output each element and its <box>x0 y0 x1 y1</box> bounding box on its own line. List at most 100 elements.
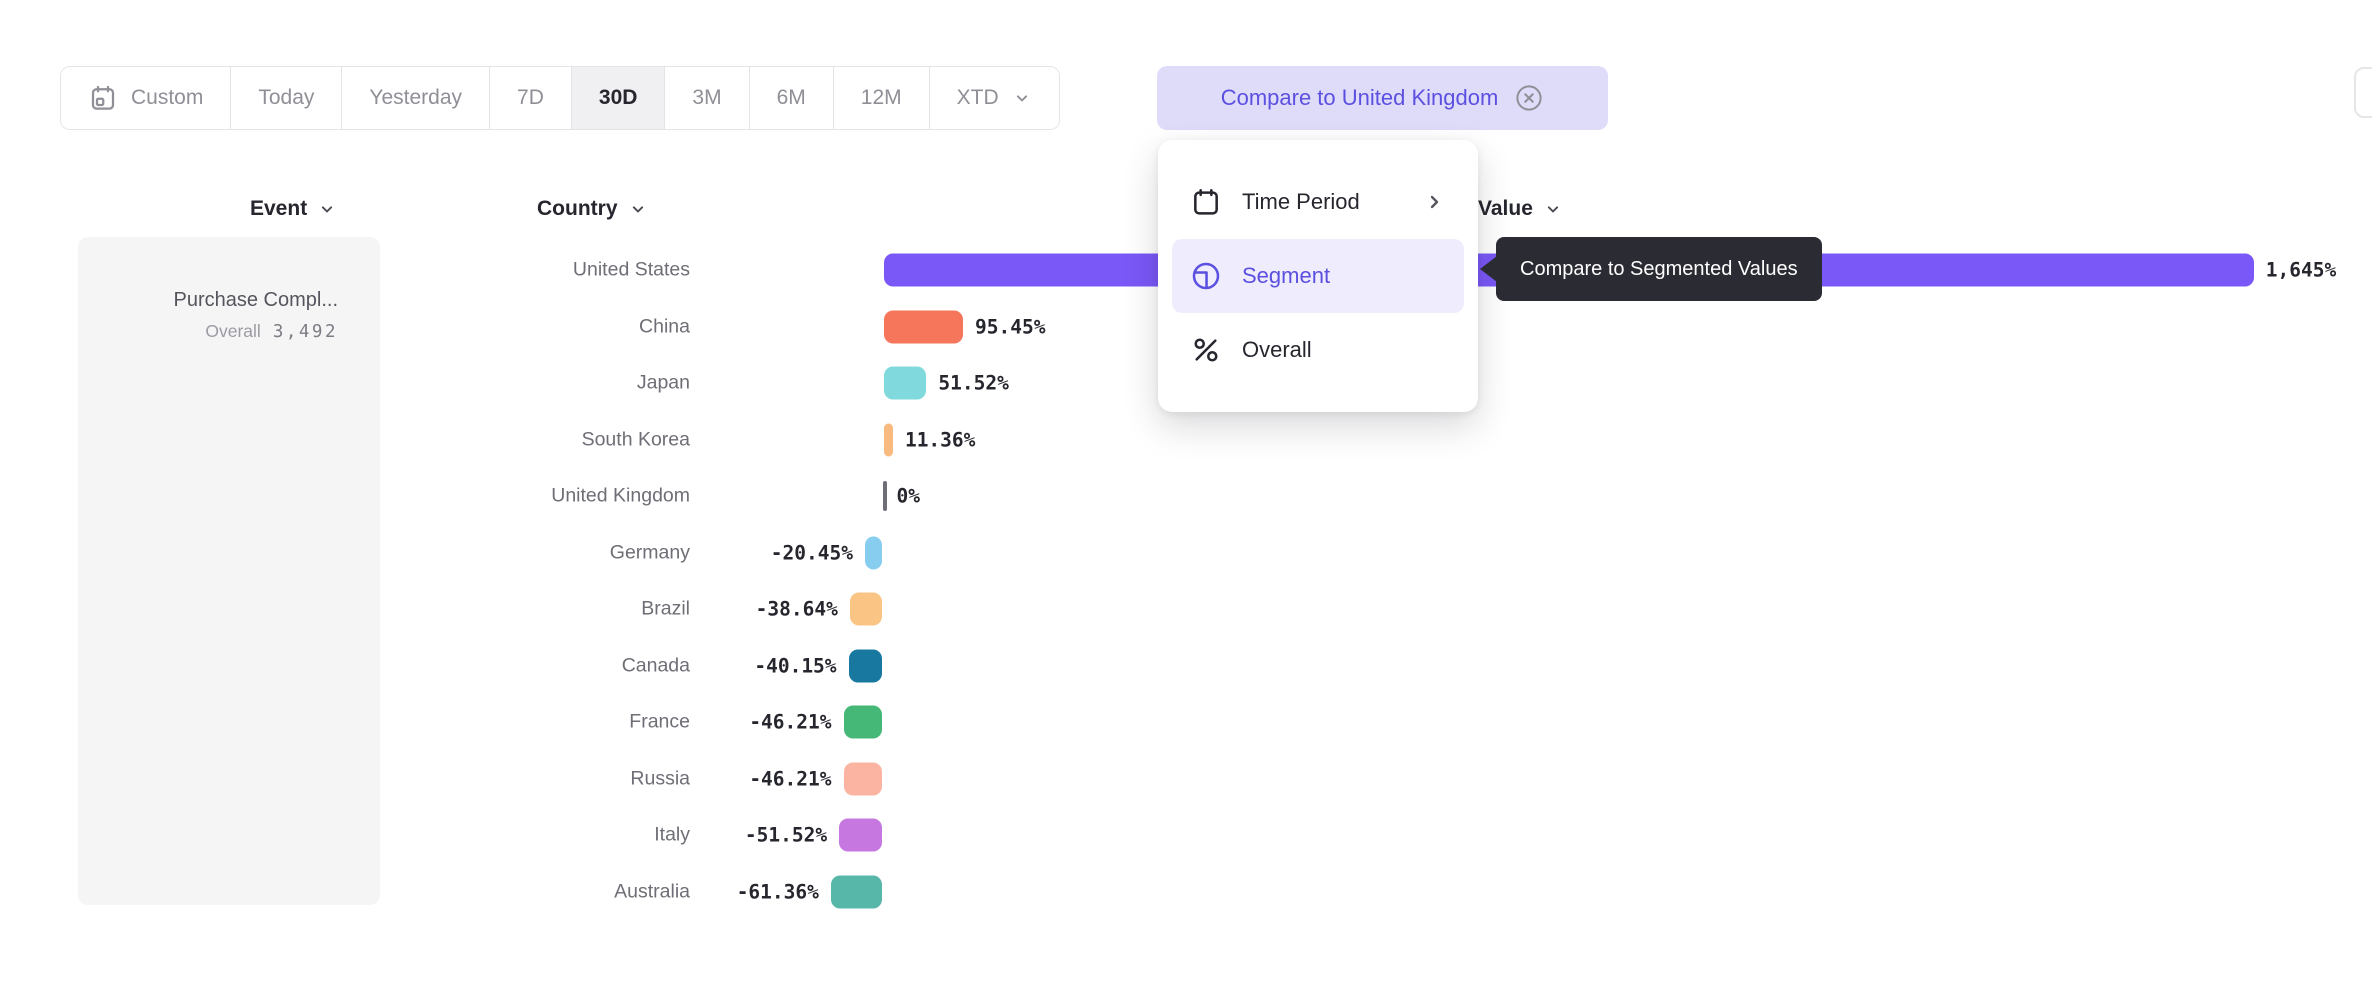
column-header-label: Value <box>1478 197 1533 220</box>
chevron-right-icon <box>1422 190 1446 214</box>
range-label: 7D <box>517 86 544 109</box>
chart-row-italy: Italy -51.52% <box>0 807 2372 864</box>
compare-button-label: Compare to United Kingdom <box>1220 85 1499 110</box>
offscreen-element-fragment[interactable] <box>2354 67 2372 118</box>
country-bar[interactable] <box>848 649 882 683</box>
event-panel[interactable]: Purchase Compl... Overall 3,492 <box>78 237 380 905</box>
compare-dropdown-menu: Time Period Segment Overall <box>1158 140 1478 412</box>
range-label: 3M <box>692 86 722 109</box>
range-button-today[interactable]: Today <box>231 67 343 129</box>
value-label: -20.45% <box>770 541 853 565</box>
country-bar[interactable] <box>883 423 893 457</box>
menu-item-label: Time Period <box>1242 189 1360 214</box>
menu-item-segment[interactable]: Segment <box>1172 239 1464 313</box>
chevron-down-icon <box>1543 199 1563 219</box>
column-header-label: Country <box>537 197 618 220</box>
country-label: Brazil <box>641 597 690 620</box>
country-label: Canada <box>621 654 690 677</box>
range-label: 6M <box>776 86 806 109</box>
country-bar[interactable] <box>843 762 882 796</box>
chart-row-germany: Germany -20.45% <box>0 525 2372 582</box>
menu-item-label: Overall <box>1242 337 1312 362</box>
range-button-3m[interactable]: 3M <box>665 67 750 129</box>
country-bar[interactable] <box>849 592 882 626</box>
event-name: Purchase Compl... <box>173 289 338 311</box>
chart-row-united-kingdom: United Kingdom 0% <box>0 468 2372 525</box>
tooltip-text: Compare to Segmented Values <box>1520 257 1798 280</box>
country-label: Japan <box>636 371 690 394</box>
column-header-event[interactable]: Event <box>250 197 337 221</box>
country-label: France <box>629 710 690 733</box>
baseline-marker <box>882 481 887 512</box>
chart-row-russia: Russia -46.21% <box>0 751 2372 808</box>
range-label: 30D <box>598 86 638 109</box>
chevron-down-icon <box>628 199 648 219</box>
value-label: 51.52% <box>938 371 1009 395</box>
tooltip-arrow-icon <box>1480 256 1497 282</box>
range-button-yesterday[interactable]: Yesterday <box>342 67 491 129</box>
range-button-30d[interactable]: 30D <box>571 67 666 129</box>
calendar-icon <box>1190 186 1222 218</box>
chart-row-china: China 95.45% <box>0 299 2372 356</box>
range-button-7d[interactable]: 7D <box>490 67 572 129</box>
date-range-group: Custom Today Yesterday 7D 30D 3M 6M 12M XTD <box>60 66 1060 130</box>
range-label: 12M <box>860 86 902 109</box>
segment-icon <box>1190 260 1222 292</box>
range-label: Today <box>258 86 315 109</box>
value-label: -38.64% <box>755 597 838 621</box>
column-header-value[interactable]: Value <box>1478 197 1563 221</box>
country-bar[interactable] <box>843 705 882 739</box>
value-label: -51.52% <box>744 823 828 847</box>
chart-row-japan: Japan 51.52% <box>0 355 2372 412</box>
country-bar[interactable] <box>883 310 963 344</box>
menu-item-label: Segment <box>1242 263 1331 288</box>
value-label: -61.36% <box>736 880 819 904</box>
chart-row-brazil: Brazil -38.64% <box>0 581 2372 638</box>
country-bar[interactable] <box>883 366 927 400</box>
country-bar[interactable] <box>839 818 882 852</box>
country-label: Germany <box>609 541 690 564</box>
country-label: Australia <box>614 880 690 903</box>
range-label: Custom <box>131 86 204 109</box>
value-label: 0% <box>896 484 920 508</box>
value-label: -40.15% <box>754 654 837 678</box>
country-label: United States <box>572 258 690 281</box>
value-label: 1,645% <box>2265 258 2337 282</box>
range-button-custom[interactable]: Custom <box>61 67 232 129</box>
tooltip: Compare to Segmented Values <box>1480 237 1822 301</box>
country-label: Italy <box>654 823 690 846</box>
value-label: -46.21% <box>749 767 832 791</box>
chart-row-south-korea: South Korea 11.36% <box>0 412 2372 469</box>
event-summary: Purchase Compl... Overall 3,492 <box>173 287 338 342</box>
value-label: 95.45% <box>975 315 1046 339</box>
menu-item-time-period[interactable]: Time Period <box>1172 165 1464 239</box>
percent-icon <box>1190 334 1222 366</box>
compare-button[interactable]: Compare to United Kingdom <box>1157 66 1608 130</box>
range-label: XTD <box>956 86 999 109</box>
calendar-custom-icon <box>88 83 118 113</box>
range-button-xtd[interactable]: XTD <box>929 67 1059 129</box>
range-button-12m[interactable]: 12M <box>833 67 930 129</box>
menu-item-overall[interactable]: Overall <box>1172 313 1464 387</box>
chevron-down-icon <box>1012 88 1032 108</box>
range-label: Yesterday <box>369 86 463 109</box>
country-label: China <box>639 315 690 338</box>
chart-row-australia: Australia -61.36% <box>0 864 2372 921</box>
country-label: Russia <box>630 767 690 790</box>
country-label: United Kingdom <box>551 484 690 507</box>
chart-row-canada: Canada -40.15% <box>0 638 2372 695</box>
overall-label: Overall <box>205 321 261 341</box>
column-header-label: Event <box>250 197 308 220</box>
value-label: -46.21% <box>749 710 832 734</box>
value-label: 11.36% <box>904 428 976 452</box>
column-header-country[interactable]: Country <box>537 197 648 221</box>
country-bar[interactable] <box>830 875 882 909</box>
chart-row-france: France -46.21% <box>0 694 2372 751</box>
country-bar[interactable] <box>864 536 882 570</box>
range-button-6m[interactable]: 6M <box>749 67 834 129</box>
chevron-down-icon <box>317 199 337 219</box>
overall-value: 3,492 <box>272 322 338 342</box>
country-label: South Korea <box>581 428 690 451</box>
circle-x-icon[interactable] <box>1514 83 1544 113</box>
